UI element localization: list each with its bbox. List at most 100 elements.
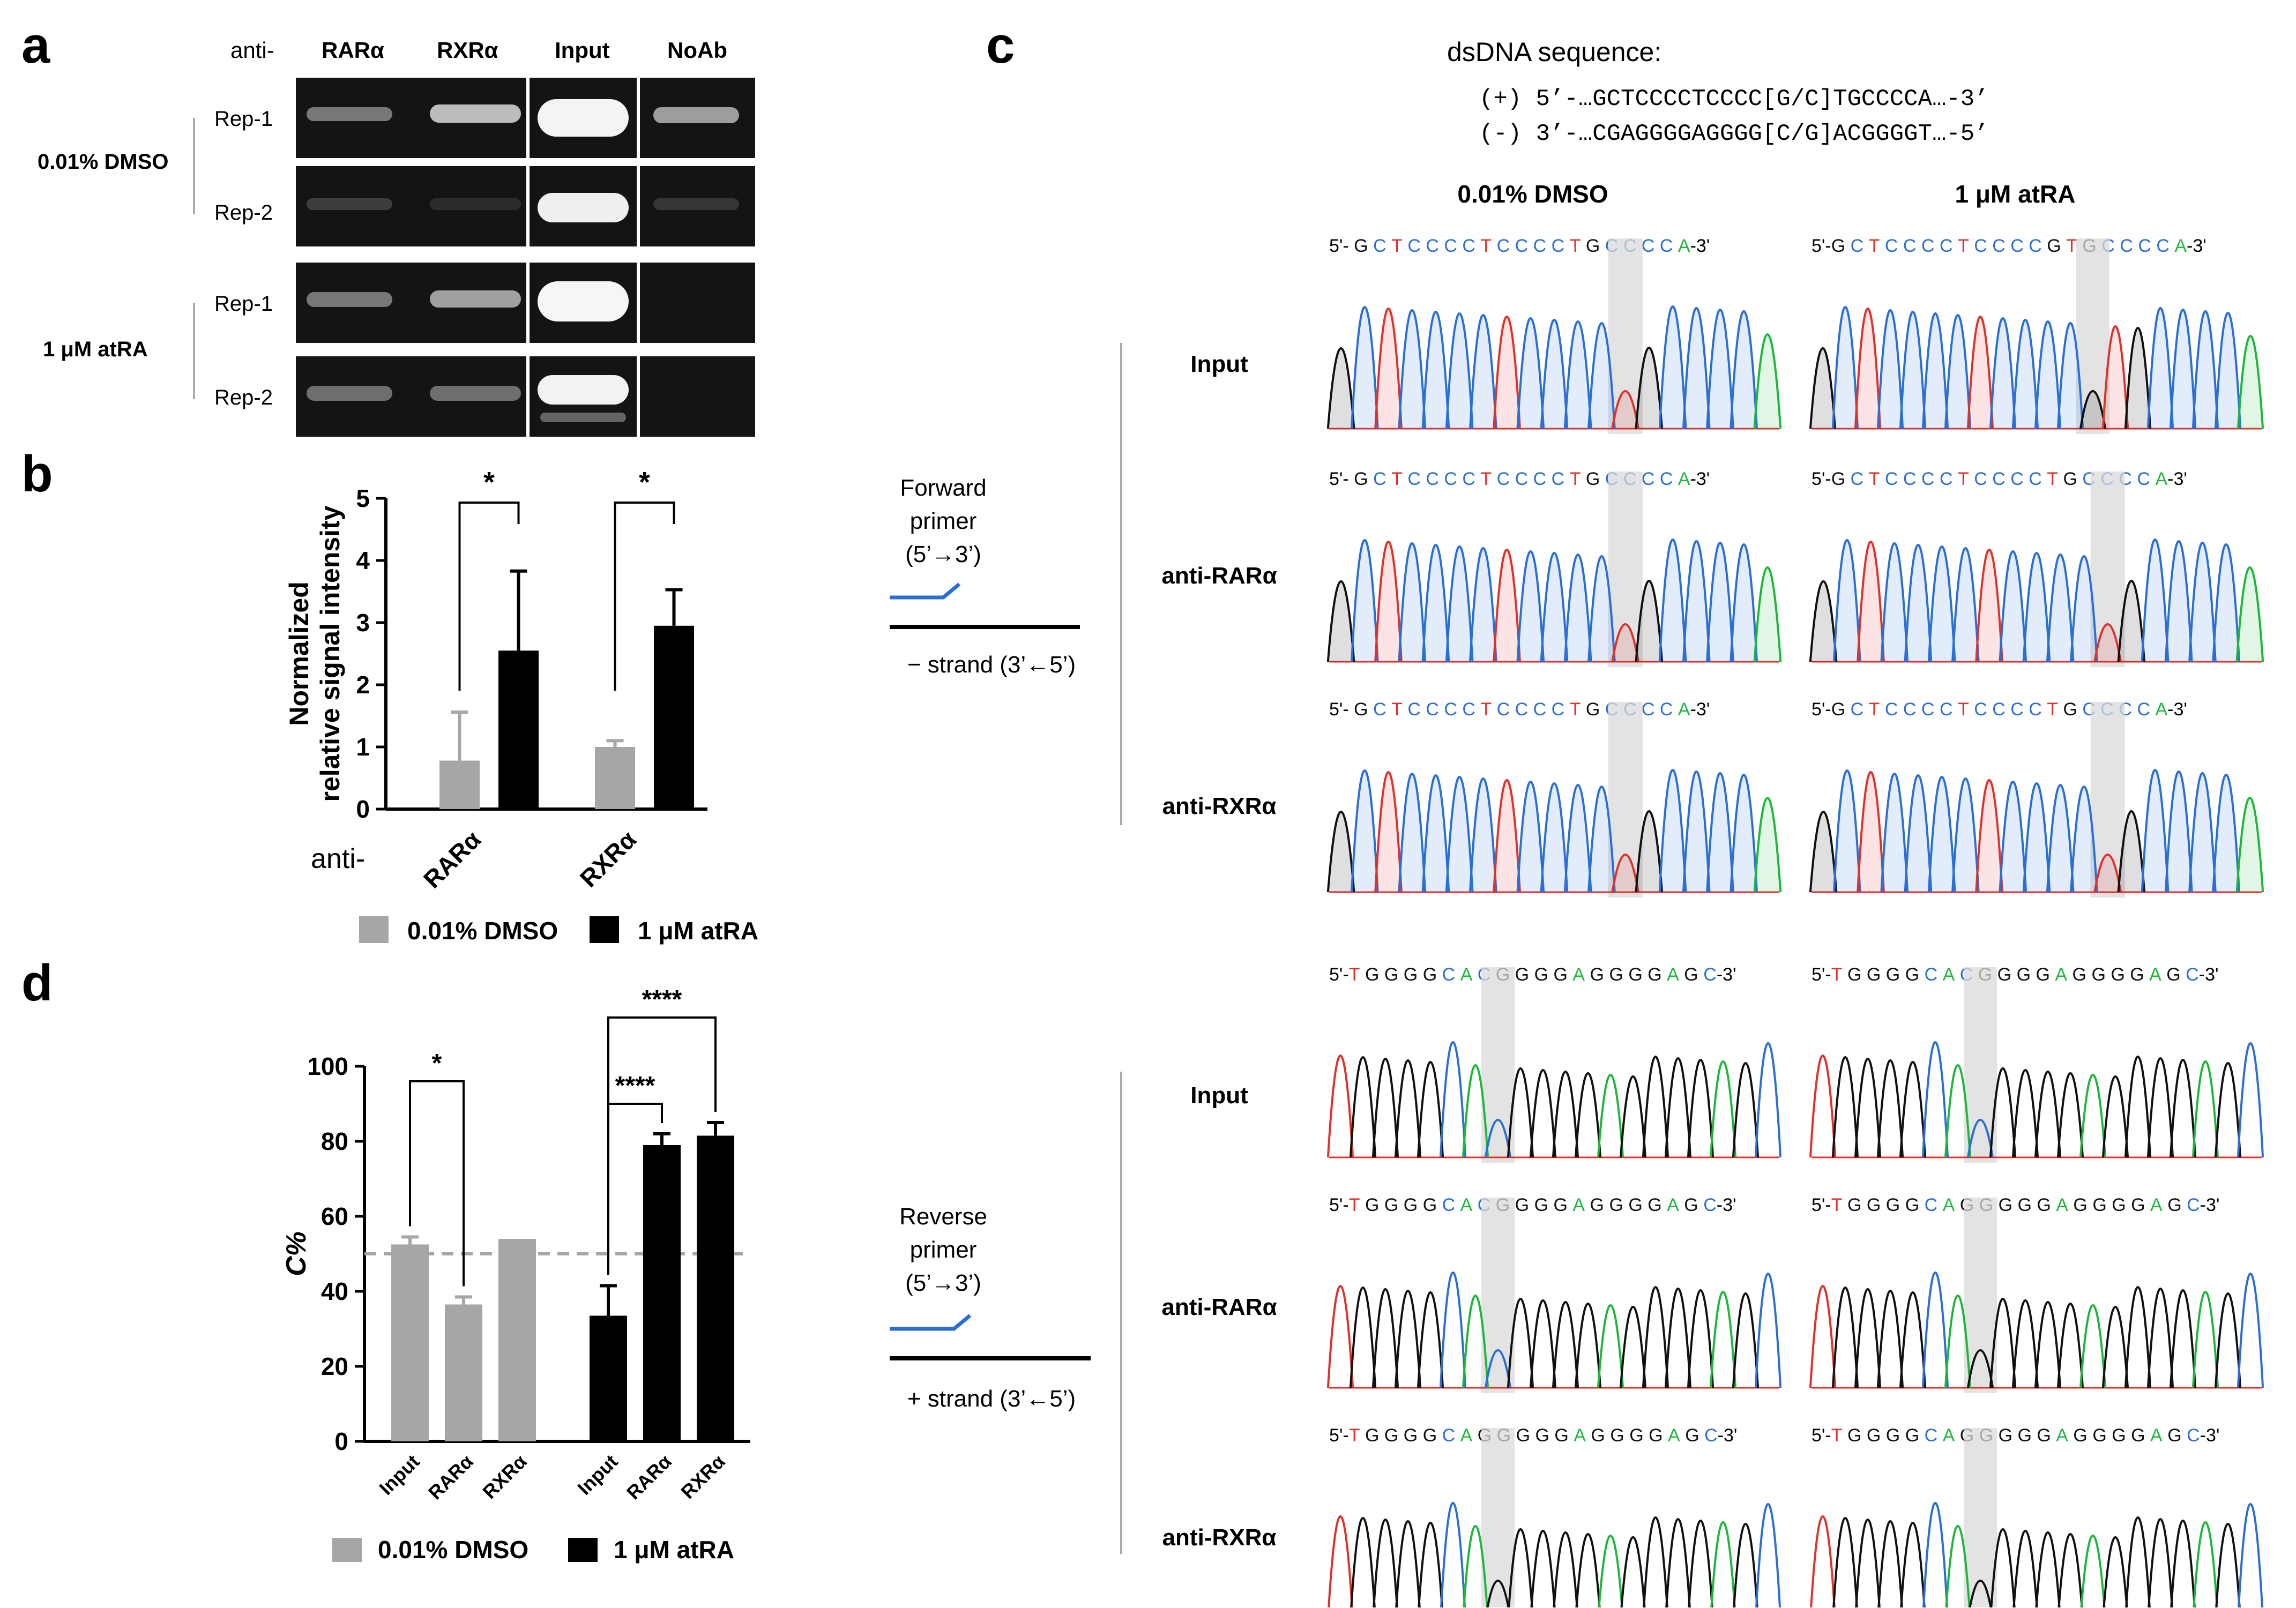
base-letter bbox=[2042, 469, 2047, 489]
base-letter: G bbox=[1591, 1425, 1605, 1446]
base-letter bbox=[2051, 1425, 2056, 1446]
base-letter bbox=[1585, 1195, 1590, 1215]
base-letter bbox=[1898, 236, 1903, 256]
trace-peak bbox=[1563, 554, 1592, 662]
row-label-input: Input bbox=[1190, 351, 1248, 377]
trace-peak bbox=[1975, 779, 2003, 893]
base-letter: A bbox=[2150, 1195, 2163, 1215]
trace-peak bbox=[1398, 542, 1427, 662]
base-letter: A bbox=[2155, 469, 2167, 489]
base-letter bbox=[1916, 236, 1921, 256]
base-letter: A bbox=[2149, 964, 2161, 985]
base-letter: G bbox=[2167, 1195, 2181, 1215]
trace-peak bbox=[1371, 1058, 1399, 1158]
gel-image bbox=[640, 356, 755, 437]
significance-marker: * bbox=[432, 1049, 442, 1078]
trace-peak bbox=[1587, 555, 1616, 662]
base-letter bbox=[1360, 1195, 1365, 1215]
trace-peak bbox=[2125, 1516, 2151, 1607]
base-letter: T bbox=[1349, 1425, 1360, 1446]
base-letter: G bbox=[1648, 1195, 1661, 1215]
base-letter bbox=[1581, 469, 1585, 489]
base-letter bbox=[2006, 469, 2010, 489]
base-letter bbox=[1699, 1425, 1704, 1446]
base-letter: A bbox=[1943, 1425, 1955, 1446]
x-tick-label: RARα bbox=[418, 825, 486, 893]
base-letter bbox=[1679, 1195, 1684, 1215]
base-letter bbox=[2132, 699, 2137, 720]
trace-peak bbox=[1732, 1062, 1760, 1158]
base-letter bbox=[2107, 1425, 2112, 1446]
base-letter bbox=[1662, 964, 1667, 985]
base-letter bbox=[1529, 964, 1534, 985]
trace-peak bbox=[2146, 307, 2174, 429]
trace-peak bbox=[2034, 1071, 2062, 1158]
base-letter: C bbox=[2137, 699, 2150, 720]
trace-peak bbox=[1445, 776, 1474, 893]
base-call-sequence: 5'- G C T C C C C T C C C C T G C C C C … bbox=[1329, 469, 1710, 489]
base-letter bbox=[1564, 469, 1569, 489]
primer-line: (5’→3’) bbox=[905, 1270, 981, 1296]
base-letter: G bbox=[1365, 1195, 1379, 1215]
base-letter: C bbox=[1704, 1425, 1718, 1446]
trace-peak bbox=[1730, 774, 1758, 893]
trace-peak bbox=[1421, 311, 1450, 429]
trace-peak bbox=[2034, 320, 2062, 429]
primer-line: (5’→3’) bbox=[905, 541, 981, 567]
trace-peak bbox=[1469, 547, 1497, 662]
base-letter: A bbox=[1572, 1195, 1585, 1215]
trace-peak bbox=[1418, 1522, 1443, 1607]
base-letter: G bbox=[1515, 1195, 1529, 1215]
base-letter: C bbox=[1642, 699, 1655, 720]
base-letter: A bbox=[1678, 236, 1690, 256]
base-letter: G bbox=[2063, 699, 2077, 720]
y-tick-label: 40 bbox=[321, 1277, 348, 1305]
base-letter bbox=[1644, 1425, 1649, 1446]
sequence-suffix: -3' bbox=[2199, 964, 2219, 985]
base-letter bbox=[1934, 469, 1939, 489]
base-letter bbox=[2086, 964, 2091, 985]
base-letter bbox=[2068, 1195, 2073, 1215]
trace-peak bbox=[1658, 769, 1687, 893]
trace-peak bbox=[2117, 810, 2146, 893]
trace-peak bbox=[1326, 1285, 1354, 1388]
chromatograms: 5'- G C T C C C C T C C C C T G C C C C … bbox=[1326, 236, 2264, 1607]
trace-peak bbox=[1326, 347, 1355, 429]
base-letter: G bbox=[2037, 1425, 2051, 1446]
base-letter bbox=[1881, 1195, 1885, 1215]
base-letter bbox=[2042, 236, 2047, 256]
dsdna-title: dsDNA sequence: bbox=[1447, 37, 1662, 67]
base-letter bbox=[1900, 1195, 1905, 1215]
base-letter bbox=[2106, 964, 2111, 985]
trace-peak bbox=[1831, 1056, 1859, 1158]
base-letter bbox=[1437, 1195, 1442, 1215]
base-letter bbox=[1845, 699, 1850, 720]
trace-peak bbox=[1516, 781, 1545, 893]
trace-peak bbox=[1755, 1503, 1781, 1607]
base-letter bbox=[1492, 469, 1496, 489]
base-letter bbox=[2067, 964, 2072, 985]
trace-peak bbox=[2124, 1056, 2152, 1158]
base-letter: C bbox=[1497, 236, 1510, 256]
base-letter: G bbox=[1590, 1195, 1604, 1215]
base-letter bbox=[1861, 1195, 1866, 1215]
col-header-atra: 1 μM atRA bbox=[1955, 180, 2076, 208]
base-letter: G bbox=[1847, 964, 1861, 985]
bar bbox=[498, 1239, 536, 1441]
base-letter: G bbox=[1354, 236, 1368, 256]
base-letter bbox=[2058, 469, 2063, 489]
base-letter: G bbox=[1404, 964, 1418, 985]
base-letter: G bbox=[1997, 964, 2011, 985]
minus-strand: (-) 3’-…CGAGGGGAGGGG[C/G]ACGGGGT…-5’ bbox=[1479, 121, 1989, 147]
trace-peak bbox=[2141, 769, 2170, 893]
trace-peak bbox=[2034, 1301, 2062, 1388]
base-letter bbox=[2170, 236, 2174, 256]
sequence-prefix: 5'- bbox=[1812, 236, 1831, 256]
base-letter bbox=[1955, 1195, 1959, 1215]
base-letter: C bbox=[1442, 1195, 1456, 1215]
trace-peak bbox=[2146, 1288, 2174, 1388]
base-letter: C bbox=[1851, 469, 1864, 489]
base-letter bbox=[1604, 964, 1609, 985]
base-letter bbox=[1673, 469, 1678, 489]
